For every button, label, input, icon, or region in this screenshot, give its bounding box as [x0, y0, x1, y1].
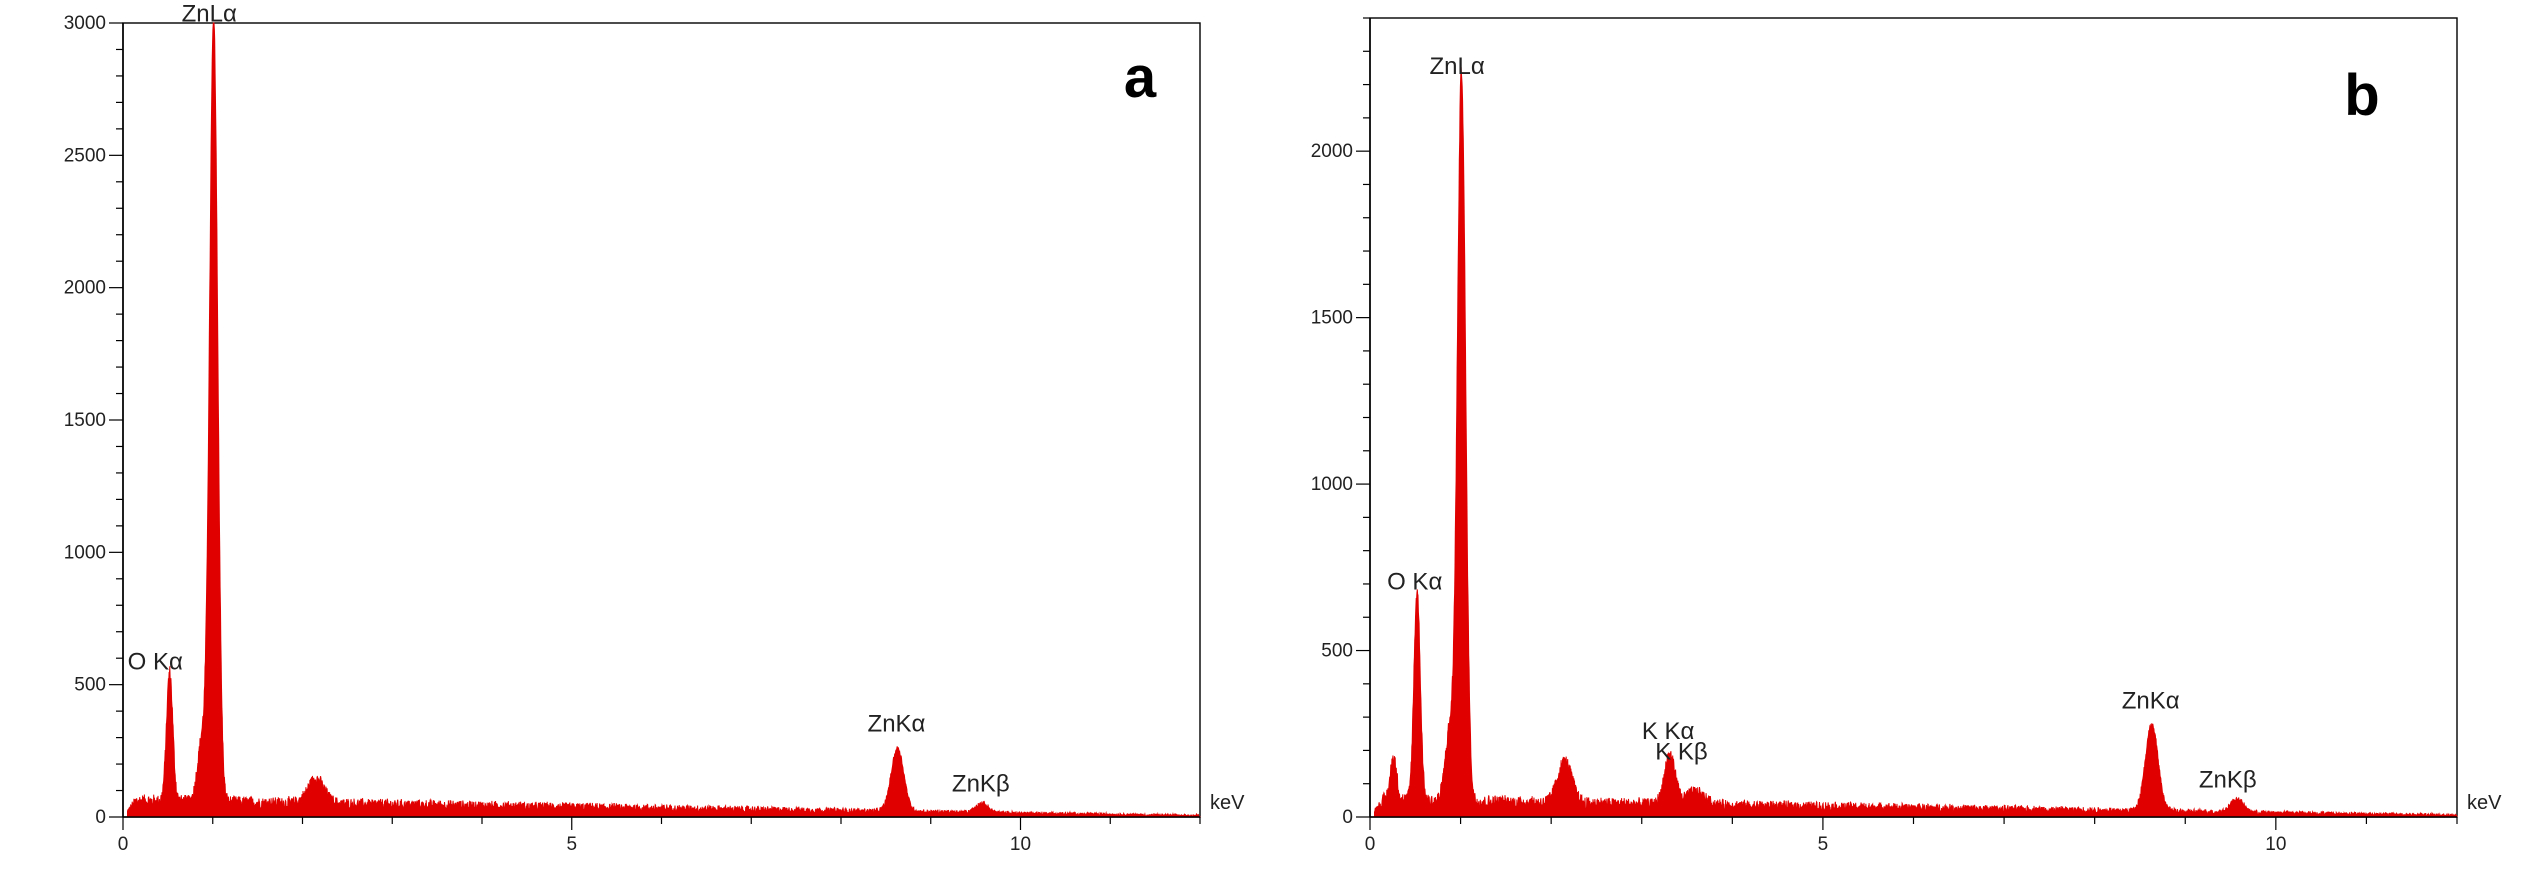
x-tick-label: 5 [1818, 834, 1829, 855]
y-tick-label: 0 [95, 807, 106, 828]
y-tick-label: 2500 [64, 145, 106, 166]
y-tick-label: 1500 [64, 410, 106, 431]
y-tick-label: 2000 [1311, 141, 1353, 162]
y-tick-label: 500 [1321, 641, 1353, 662]
x-tick-label: 10 [2265, 834, 2286, 855]
y-tick-label: 500 [74, 675, 106, 696]
spectrum-series [127, 22, 1201, 819]
x-tick-label: 0 [118, 834, 129, 855]
peak-label: ZnKβ [2199, 767, 2257, 794]
x-axis-label: keV [1210, 792, 1245, 814]
peak-label: O Kα [128, 648, 183, 675]
x-axis-label: keV [2467, 792, 2502, 814]
peak-label: ZnKα [2122, 687, 2180, 714]
x-tick-label: 5 [566, 834, 577, 855]
x-tick-label: 0 [1365, 834, 1376, 855]
plot-frame [1369, 17, 2458, 818]
peak-label: ZnKβ [952, 771, 1010, 798]
spectrum-series [1374, 66, 2458, 819]
peak-label: O Kα [1387, 568, 1442, 595]
y-tick-label: 0 [1342, 807, 1353, 828]
y-tick-label: 3000 [64, 13, 106, 34]
peak-label: ZnLα [1429, 53, 1484, 80]
x-tick-label: 10 [1010, 834, 1031, 855]
y-tick-label: 1000 [64, 542, 106, 563]
y-tick-label: 1000 [1311, 474, 1353, 495]
chart-panel-b: 0 500 1000 1500 2000 0 5 10 keV O Kα ZnLα K KαK Kβ Z… [1311, 17, 2502, 855]
panel-label: b [2344, 63, 2379, 128]
peak-label: ZnKα [868, 710, 926, 737]
panel-label: a [1124, 45, 1157, 110]
peak-label: ZnLα [182, 1, 237, 28]
y-tick-label: 2000 [64, 278, 106, 299]
plot-frame [122, 22, 1201, 818]
chart-panel-a: 0 500 1000 1500 2000 2500 3000 0 5 10 keV O Kα ZnLα Z… [64, 1, 1245, 855]
y-tick-label: 1500 [1311, 308, 1353, 329]
peak-label: K Kβ [1655, 739, 1708, 766]
peak-label: K Kα [1642, 718, 1695, 745]
